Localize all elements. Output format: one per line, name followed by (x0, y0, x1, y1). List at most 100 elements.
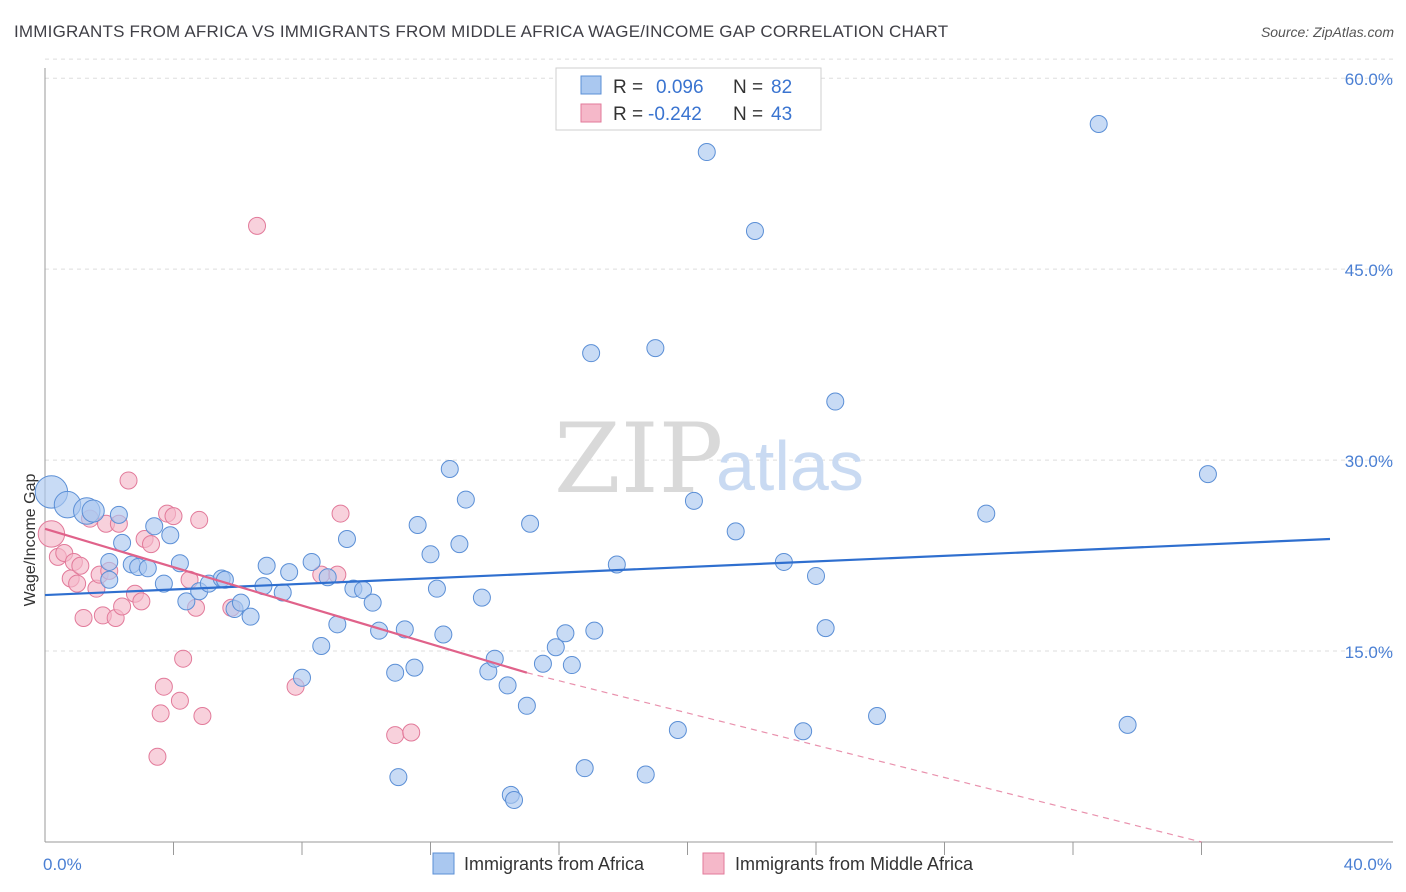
blue-data-point (636, 765, 655, 784)
blue-data-point (607, 555, 626, 574)
chart-source: Source: ZipAtlas.com (1260, 24, 1394, 40)
blue-data-point (421, 545, 440, 564)
y-tick-label: 30.0% (1345, 452, 1393, 471)
blue-data-point (582, 344, 601, 363)
pink-data-point (164, 507, 183, 526)
blue-data-point (794, 722, 813, 741)
blue-data-point (257, 556, 276, 575)
y-tick-label: 15.0% (1345, 643, 1393, 662)
bottom-legend: Immigrants from Africa Immigrants from M… (432, 852, 974, 875)
blue-data-point (505, 790, 524, 809)
pink-data-point (132, 592, 151, 611)
blue-data-point (826, 392, 845, 411)
watermark-atlas: atlas (716, 427, 864, 505)
blue-data-point (241, 607, 260, 626)
legend-blue-swatch (580, 75, 602, 95)
blue-data-point (585, 621, 604, 640)
x-tick-label-min: 0.0% (43, 855, 82, 874)
blue-data-point (726, 522, 745, 541)
x-tick-label-max: 40.0% (1344, 855, 1392, 874)
blue-data-point (562, 656, 581, 675)
blue-data-point (646, 339, 665, 358)
legend-pink-n-value: 43 (771, 104, 792, 125)
bottom-legend-pink-swatch (702, 852, 725, 875)
blue-data-point (868, 706, 887, 725)
legend-blue-n-value: 82 (771, 77, 792, 98)
blue-data-point (386, 663, 405, 682)
legend-pink-swatch (580, 103, 602, 123)
legend-blue-r-value: 0.096 (656, 77, 704, 98)
legend-pink-r-label: R = (613, 104, 643, 125)
pink-data-point (68, 574, 87, 593)
pink-data-point (170, 691, 189, 710)
pink-data-point (151, 704, 170, 723)
pink-data-point (154, 677, 173, 696)
legend-blue-n-label: N = (733, 77, 763, 98)
series-blue-points (34, 115, 1217, 809)
blue-data-point (395, 620, 414, 639)
y-axis-label: Wage/Income Gap (22, 474, 39, 607)
blue-data-point (472, 588, 491, 607)
blue-data-point (434, 625, 453, 644)
blue-data-point (177, 592, 196, 611)
blue-data-point (145, 517, 164, 536)
blue-data-point (816, 619, 835, 638)
legend-box: R = 0.096 N = 82 R = -0.242 N = 43 (555, 67, 822, 131)
blue-data-point (293, 668, 311, 687)
blue-data-point (408, 516, 427, 535)
blue-data-point (1089, 115, 1108, 134)
pink-data-point (402, 723, 421, 742)
blue-data-point (405, 658, 424, 677)
pink-data-point (248, 216, 267, 235)
axes (44, 68, 1393, 855)
blue-data-point (533, 654, 552, 673)
blue-data-point (521, 514, 540, 533)
blue-data-point (302, 552, 321, 571)
blue-data-point (498, 676, 517, 695)
blue-data-point (100, 552, 119, 571)
pink-data-point (113, 597, 132, 616)
chart-title: IMMIGRANTS FROM AFRICA VS IMMIGRANTS FRO… (14, 22, 949, 41)
blue-data-point (427, 579, 446, 598)
legend-pink-n-label: N = (733, 104, 763, 125)
blue-data-point (517, 696, 536, 715)
bottom-legend-blue-label: Immigrants from Africa (464, 854, 645, 874)
bottom-legend-pink-label: Immigrants from Middle Africa (735, 854, 974, 874)
blue-data-point (363, 593, 382, 612)
blue-data-point (337, 530, 356, 549)
trend-lines (44, 527, 1331, 843)
blue-data-point (280, 563, 299, 582)
blue-data-point (109, 505, 128, 524)
blue-data-point (684, 491, 703, 510)
blue-data-point (100, 570, 119, 589)
pink-data-point (386, 726, 405, 745)
pink-data-point (174, 649, 193, 668)
pink-trend-line (44, 527, 528, 674)
blue-data-point (81, 499, 105, 523)
pink-data-point (71, 556, 90, 575)
pink-data-point (74, 608, 93, 627)
series-pink-points (37, 216, 421, 766)
grid-lines (45, 58, 1393, 652)
blue-data-point (161, 526, 180, 545)
blue-data-point (231, 593, 250, 612)
blue-data-point (389, 768, 408, 787)
pink-data-point (142, 535, 161, 554)
blue-data-point (312, 636, 331, 655)
pink-data-point (193, 706, 212, 725)
blue-data-point (546, 638, 565, 657)
y-tick-label: 60.0% (1345, 70, 1393, 89)
blue-data-point (1118, 715, 1137, 734)
blue-data-point (154, 574, 173, 593)
blue-data-point (977, 504, 996, 523)
pink-data-point (148, 747, 167, 766)
blue-data-point (807, 566, 825, 585)
blue-data-point (668, 720, 687, 739)
watermark: ZIP atlas (554, 403, 864, 515)
y-tick-label: 45.0% (1345, 261, 1393, 280)
blue-trend-line (44, 537, 1331, 597)
blue-data-point (556, 624, 575, 643)
legend-blue-r-label: R = (613, 77, 643, 98)
pink-data-point (190, 510, 209, 529)
pink-data-point (331, 504, 350, 523)
